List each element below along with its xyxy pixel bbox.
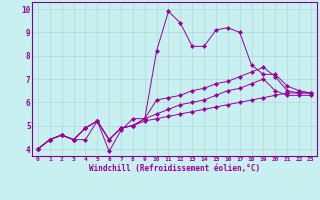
X-axis label: Windchill (Refroidissement éolien,°C): Windchill (Refroidissement éolien,°C) xyxy=(89,164,260,173)
